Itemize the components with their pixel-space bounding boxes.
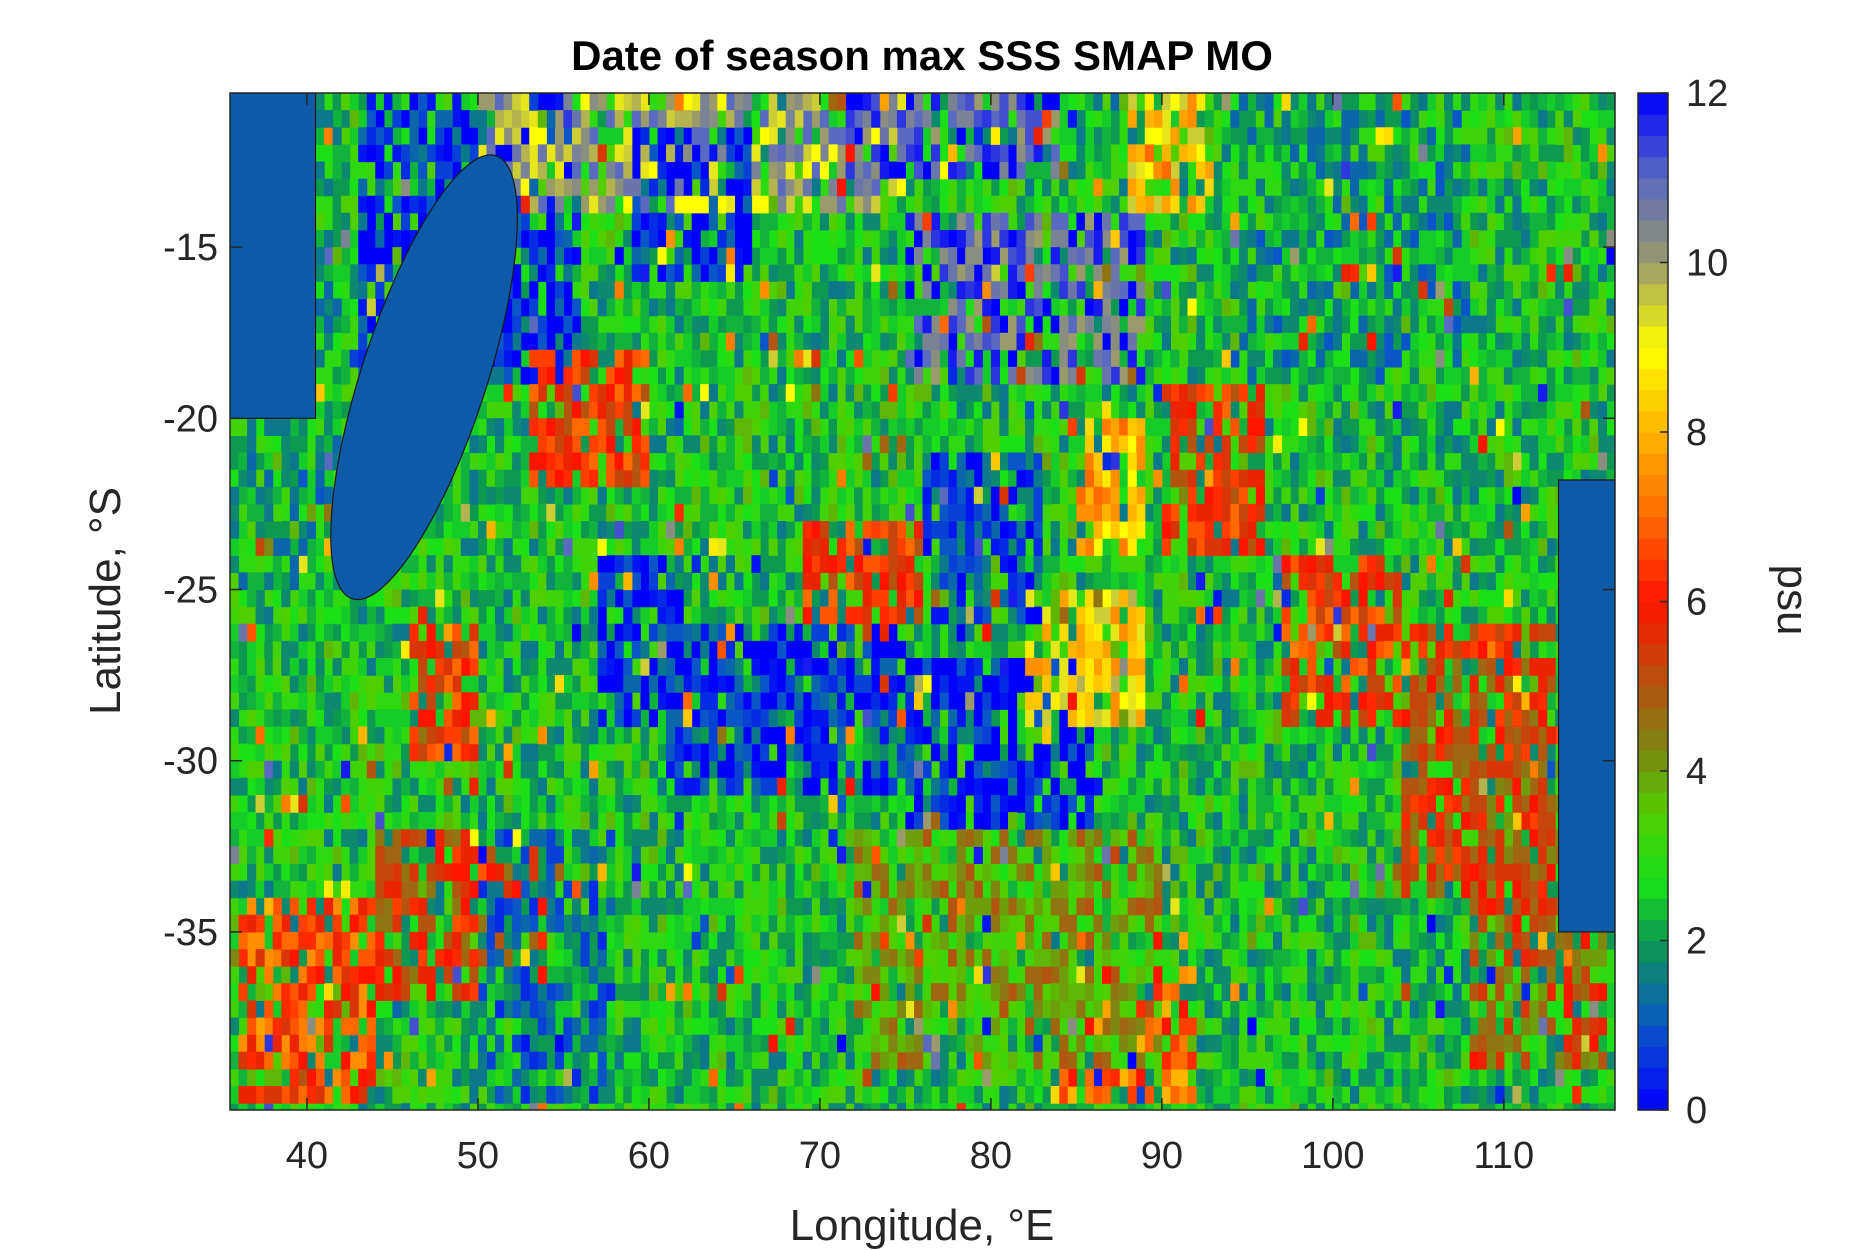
heatmap-cell-group — [238, 93, 1471, 1087]
colorbar-swatch — [1638, 982, 1668, 1005]
colorbar-tick-label: 2 — [1686, 921, 1707, 963]
colorbar-tick-label: 12 — [1686, 73, 1728, 115]
heatmap-cell-group — [230, 93, 1615, 1110]
colorbar-swatch — [1638, 114, 1668, 136]
colorbar-swatch — [1638, 876, 1668, 899]
colorbar-swatch — [1638, 1025, 1668, 1048]
colorbar-swatch — [1638, 643, 1668, 666]
colorbar-swatch — [1638, 1046, 1668, 1069]
colorbar-swatch — [1638, 919, 1668, 942]
colorbar-swatch — [1638, 495, 1668, 518]
y-axis-label: Latitude, °S — [81, 487, 130, 715]
y-tick-label: -25 — [163, 570, 218, 612]
colorbar-swatch — [1638, 749, 1668, 772]
colorbar-swatch — [1638, 516, 1668, 539]
plot-area — [230, 93, 1615, 1110]
colorbar-swatch — [1638, 580, 1668, 603]
heatmap-cell-group — [298, 93, 1615, 1087]
colorbar-swatch — [1638, 771, 1668, 793]
land-layer — [230, 93, 1615, 933]
x-tick-label: 60 — [628, 1135, 670, 1177]
colorbar-swatch — [1638, 622, 1668, 645]
colorbar-swatch — [1638, 940, 1668, 963]
colorbar-swatch — [1638, 156, 1668, 179]
heatmap-cell-group — [230, 93, 1615, 1110]
colorbar-swatch — [1638, 961, 1668, 984]
x-tick-label: 110 — [1474, 1135, 1535, 1177]
y-tick-label: -15 — [163, 227, 218, 269]
colorbar-swatch — [1638, 262, 1668, 285]
heatmap-cells — [230, 93, 1615, 1110]
x-axis: 40 50 60 70 80 90 100 110 — [286, 93, 1534, 1177]
colorbar-tick-label: 0 — [1686, 1090, 1707, 1132]
colorbar-swatch — [1638, 1088, 1668, 1111]
x-tick-label: 70 — [799, 1135, 841, 1177]
colorbar-swatch — [1638, 537, 1668, 560]
colorbar-swatch — [1638, 410, 1668, 433]
colorbar-swatch — [1638, 813, 1668, 836]
heatmap-cell-group — [230, 93, 1615, 1110]
heatmap-cell-group — [230, 93, 1615, 1110]
colorbar-swatch — [1638, 432, 1668, 454]
colorbar-tick-label: 8 — [1686, 412, 1707, 454]
colorbar-swatch — [1638, 601, 1668, 624]
colorbar-tick-label: 10 — [1686, 243, 1728, 285]
heatmap-cell-group — [230, 93, 1615, 1110]
colorbar-swatch — [1638, 559, 1668, 581]
colorbar-swatch — [1638, 665, 1668, 687]
y-tick-label: -35 — [163, 912, 218, 954]
colorbar-swatch — [1638, 1067, 1668, 1090]
x-tick-label: 40 — [286, 1135, 328, 1177]
y-tick-label: -30 — [163, 741, 218, 783]
y-axis: -15 -20 -25 -30 -35 — [163, 227, 1615, 954]
colorbar-swatch — [1638, 347, 1668, 370]
colorbar-swatch — [1638, 1004, 1668, 1026]
x-axis-label: Longitude, °E — [790, 1201, 1055, 1250]
x-tick-label: 80 — [970, 1135, 1012, 1177]
colorbar-swatch — [1638, 220, 1668, 242]
colorbar-swatch — [1638, 792, 1668, 814]
land-madagascar — [330, 154, 518, 601]
colorbar-swatch — [1638, 898, 1668, 920]
colorbar-swatch — [1638, 198, 1668, 221]
colorbar: 0 2 4 6 8 10 12 — [1637, 73, 1728, 1132]
plot-frame — [229, 92, 1616, 1111]
colorbar-swatch — [1638, 368, 1668, 391]
colorbar-swatch — [1638, 728, 1668, 751]
colorbar-label: psu — [1768, 565, 1817, 636]
colorbar-swatch — [1638, 93, 1668, 115]
colorbar-swatch — [1638, 326, 1668, 348]
colorbar-tick-label: 6 — [1686, 582, 1707, 624]
colorbar-swatch — [1638, 834, 1668, 857]
land-africa — [230, 93, 317, 419]
colorbar-swatch — [1638, 855, 1668, 878]
x-tick-label: 90 — [1141, 1135, 1183, 1177]
colorbar-tick-label: 4 — [1686, 751, 1707, 793]
x-tick-label: 100 — [1301, 1135, 1364, 1177]
land-australia — [1557, 479, 1615, 933]
colorbar-swatch — [1638, 707, 1668, 730]
colorbar-swatch — [1638, 686, 1668, 709]
colorbar-swatch — [1638, 453, 1668, 475]
colorbar-swatch — [1638, 135, 1668, 158]
y-tick-label: -20 — [163, 398, 218, 440]
colorbar-swatch — [1638, 474, 1668, 497]
chart-title: Date of season max SSS SMAP MO — [571, 32, 1273, 79]
colorbar-swatch — [1638, 389, 1668, 412]
colorbar-swatch — [1638, 283, 1668, 306]
colorbar-swatch — [1638, 304, 1668, 327]
x-tick-label: 50 — [457, 1135, 499, 1177]
colorbar-swatch — [1638, 177, 1668, 200]
colorbar-swatch — [1638, 241, 1668, 264]
